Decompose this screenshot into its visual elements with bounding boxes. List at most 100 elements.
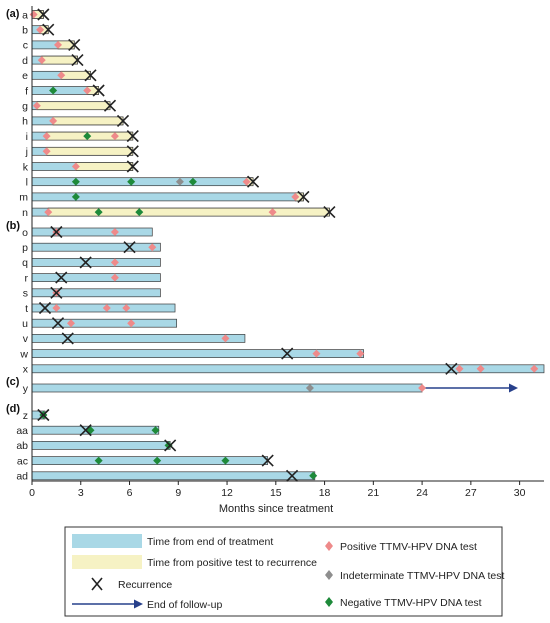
recurrence-mark-i-stroke-b	[126, 130, 139, 143]
row-label-x: x	[23, 364, 29, 376]
x-tick-label-21: 21	[367, 487, 379, 499]
negative-test-n-0	[94, 208, 103, 217]
timeline-row-ad	[31, 469, 318, 482]
positive-test-t-2	[122, 304, 131, 312]
legend-treatment-swatch	[72, 534, 142, 548]
negative-test-n-1	[135, 208, 144, 217]
x-tick-label-9: 9	[175, 487, 181, 499]
recurrence-mark-g	[103, 99, 117, 112]
x-tick-label-27: 27	[465, 487, 477, 499]
recurrence-mark-c-stroke-b	[68, 38, 81, 51]
recurrence-bar-d	[41, 55, 78, 65]
recurrence-mark-p-stroke-b	[123, 241, 136, 254]
row-label-a: a	[22, 9, 28, 21]
recurrence-mark-t	[38, 301, 52, 315]
row-label-c: c	[23, 40, 28, 52]
row-label-p: p	[22, 242, 28, 254]
positive-test-l-0	[242, 177, 251, 186]
legend-treatment-label: Time from end of treatment	[147, 536, 273, 548]
timeline-row-f	[31, 84, 105, 97]
recurrence-mark-o-stroke-b	[50, 225, 63, 239]
legend-negative-diamond-icon	[325, 597, 333, 607]
negative-test-i-0	[83, 132, 92, 141]
row-label-o: o	[22, 227, 28, 239]
row-label-z: z	[23, 410, 28, 422]
x-tick-label-12: 12	[221, 487, 233, 499]
treatment-bar-p	[31, 242, 161, 252]
row-label-k: k	[23, 161, 29, 173]
positive-test-e-0	[57, 71, 66, 80]
negative-test-f-0	[49, 86, 58, 95]
positive-test-y-0	[418, 384, 427, 392]
negative-test-l-1	[127, 177, 136, 186]
recurrence-mark-c	[68, 38, 81, 51]
positive-test-u-0	[67, 319, 76, 328]
recurrence-mark-m-stroke-b	[297, 190, 310, 203]
positive-test-t-0	[52, 304, 61, 312]
recurrence-mark-f	[92, 84, 105, 97]
positive-test-c-0	[54, 40, 63, 49]
timeline-row-j	[31, 145, 139, 158]
timeline-row-s	[31, 286, 161, 299]
row-labels: (a) abcdefghijklmn(b)opqrstuvwx(c)y(d)zaa…	[6, 8, 29, 483]
positive-test-f-0	[83, 86, 92, 95]
negative-test-m-0	[71, 192, 80, 201]
timeline-row-m	[31, 190, 310, 203]
recurrence-mark-d-stroke-b	[71, 54, 84, 67]
recurrence-mark-b-stroke-b	[42, 23, 55, 36]
treatment-bar-aa	[31, 425, 160, 435]
recurrence-mark-s	[50, 286, 63, 299]
recurrence-mark-r-stroke-b	[55, 271, 68, 284]
treatment-bar-ad	[31, 471, 316, 481]
recurrence-mark-e-stroke-b	[84, 69, 97, 82]
positive-test-p-0	[148, 243, 157, 252]
x-axis: Months since treatment 0 3 6 9 12 15 18 21 24 27 3…	[29, 6, 544, 515]
recurrence-bar-j	[46, 146, 134, 156]
row-label-l: l	[26, 177, 28, 189]
x-tick-label-3: 3	[78, 487, 84, 499]
recurrence-mark-n-stroke-b	[323, 206, 336, 219]
recurrence-mark-g-stroke-b	[103, 99, 117, 112]
recurrence-mark-x-stroke-b	[445, 362, 458, 375]
positive-test-t-1	[102, 304, 111, 312]
recurrence-mark-e	[84, 69, 97, 82]
legend-indeterminate-diamond-icon	[325, 570, 333, 580]
legend-recurrence-x-icon	[91, 577, 103, 591]
recurrence-mark-i	[126, 130, 139, 143]
positive-test-h-0	[49, 116, 58, 125]
timeline-row-z	[31, 408, 50, 422]
recurrence-mark-ac	[261, 454, 274, 467]
positive-test-w-0	[312, 349, 321, 358]
positive-test-o-1	[110, 228, 119, 236]
row-label-g: g	[22, 101, 28, 113]
row-label-h: h	[22, 116, 28, 128]
row-label-aa: aa	[16, 425, 28, 437]
timeline-row-p	[31, 241, 161, 254]
recurrence-mark-a-stroke-b	[37, 8, 50, 21]
x-tick-label-15: 15	[270, 487, 282, 499]
recurrence-mark-b	[42, 23, 55, 36]
timeline-row-ab	[31, 439, 177, 452]
recurrence-mark-f-stroke-b	[92, 84, 105, 97]
positive-test-k-0	[71, 162, 80, 171]
legend-indeterminate-label: Indeterminate TTMV-HPV DNA test	[340, 570, 504, 582]
recurrence-mark-k-stroke-b	[126, 160, 139, 173]
timeline-row-o	[31, 225, 153, 239]
group-label: (a)	[6, 8, 20, 20]
timeline-row-ac	[31, 454, 274, 467]
timeline-row-n	[31, 206, 336, 219]
row-label-w: w	[19, 348, 28, 360]
row-label-t: t	[25, 303, 28, 315]
treatment-bar-o	[31, 227, 153, 237]
row-label-y: y	[23, 383, 29, 395]
legend-recurrence-bar-swatch	[72, 555, 142, 569]
row-label-s: s	[23, 288, 28, 300]
positive-test-x-1	[476, 364, 485, 373]
row-label-v: v	[23, 333, 29, 345]
recurrence-mark-ad-stroke-b	[285, 469, 299, 482]
treatment-bar-u	[31, 318, 178, 328]
legend-follow-up-arrow-icon	[72, 599, 143, 609]
recurrence-mark-x	[445, 362, 458, 375]
treatment-bar-ab	[31, 441, 171, 450]
